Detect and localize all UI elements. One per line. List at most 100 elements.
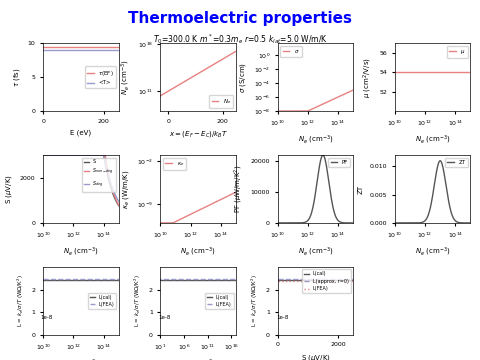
$N_e$ — [165, 89, 171, 93]
L(approx, r=0) — [348, 276, 354, 281]
S — [102, 162, 108, 166]
X-axis label: $N_e$ (cm$^{-3}$): $N_e$ (cm$^{-3}$) — [180, 246, 216, 258]
L(cal) — [191, 278, 197, 282]
Y-axis label: L = $k_e/\sigma/T$ (W$\Omega$/K$^2$): L = $k_e/\sigma/T$ (W$\Omega$/K$^2$) — [133, 275, 143, 327]
Y-axis label: $\sigma$ (S/cm): $\sigma$ (S/cm) — [238, 62, 248, 93]
L(cal) — [196, 278, 202, 282]
L(approx, r=0) — [311, 276, 316, 281]
L(FEA) — [320, 279, 325, 283]
Legend: L(cal), L(FEA): L(cal), L(FEA) — [205, 293, 234, 309]
L(cal) — [116, 278, 122, 282]
$S_{deg}$ — [102, 160, 108, 165]
$\mu$ — [428, 70, 433, 75]
Legend: $\mu$: $\mu$ — [447, 46, 468, 58]
PF — [275, 221, 280, 225]
$N_e$ — [216, 59, 222, 63]
L(cal) — [336, 278, 342, 282]
$S_{non-deg}$ — [102, 152, 108, 157]
L(FEA) — [275, 279, 280, 283]
S — [116, 204, 122, 208]
$\tau$(EF) — [85, 44, 91, 49]
ZT — [437, 159, 443, 163]
Legend: PF: PF — [328, 158, 350, 167]
X-axis label: $N_e$ (cm$^{-3}$): $N_e$ (cm$^{-3}$) — [298, 134, 333, 146]
Y-axis label: $\mu$ (cm$^2$/V/s): $\mu$ (cm$^2$/V/s) — [361, 57, 374, 98]
PF — [320, 153, 325, 157]
L(cal) — [311, 278, 316, 282]
PF — [350, 221, 356, 225]
Text: $T_0$=300.0 K $m^*$=0.3$m_e$ $r$=0.5 $k_{lat}$=5.0 W/m/K: $T_0$=300.0 K $m^*$=0.3$m_e$ $r$=0.5 $k_… — [153, 32, 327, 46]
Line: $S_{deg}$: $S_{deg}$ — [43, 155, 119, 202]
$\sigma$ — [316, 104, 322, 108]
X-axis label: $N_e$ (cm$^{-3}$): $N_e$ (cm$^{-3}$) — [415, 246, 450, 258]
$S_{deg}$ — [77, 153, 83, 157]
L(cal) — [40, 278, 46, 282]
<T> — [85, 48, 91, 52]
$S_{non-deg}$ — [77, 141, 83, 146]
ZT — [433, 174, 439, 179]
L(cal) — [102, 278, 108, 282]
Line: ZT: ZT — [395, 161, 470, 223]
L(FEA) — [231, 276, 237, 281]
$S_{non-deg}$ — [40, 141, 46, 146]
Y-axis label: L = $k_e/\sigma/T$ (W$\Omega$/K$^2$): L = $k_e/\sigma/T$ (W$\Omega$/K$^2$) — [250, 275, 260, 327]
X-axis label: $N_e$ (cm$^{-3}$): $N_e$ (cm$^{-3}$) — [180, 357, 216, 360]
$N_e$ — [157, 94, 163, 98]
L(cal) — [320, 278, 325, 282]
$S_{non-deg}$ — [76, 141, 82, 146]
<T> — [94, 48, 99, 52]
$S_{non-deg}$ — [85, 141, 91, 146]
$\sigma$ — [311, 106, 316, 111]
$S_{non-deg}$ — [114, 199, 120, 204]
PF — [320, 153, 326, 157]
X-axis label: S ($\mu$V/K): S ($\mu$V/K) — [300, 353, 330, 360]
X-axis label: $N_e$ (cm$^{-3}$): $N_e$ (cm$^{-3}$) — [298, 246, 333, 258]
S — [40, 153, 46, 157]
$\sigma$ — [311, 106, 317, 111]
Line: $N_e$: $N_e$ — [160, 51, 236, 96]
$\tau$(EF) — [34, 44, 40, 49]
Y-axis label: PF ($\mu$W/m/K$^2$): PF ($\mu$W/m/K$^2$) — [233, 165, 245, 213]
L(FEA) — [153, 276, 158, 281]
<T> — [67, 48, 72, 52]
L(cal) — [350, 278, 356, 282]
PF — [316, 170, 322, 174]
$N_e$ — [209, 63, 215, 67]
<T> — [34, 48, 40, 52]
L(approx, r=0) — [350, 276, 356, 281]
Y-axis label: L = $k_e/\sigma/T$ (W$\Omega$/K$^2$): L = $k_e/\sigma/T$ (W$\Omega$/K$^2$) — [16, 275, 26, 327]
Text: 1e-8: 1e-8 — [41, 315, 53, 320]
Legend: $\kappa_e$: $\kappa_e$ — [163, 158, 186, 170]
$\sigma$ — [275, 109, 280, 113]
$\tau$(EF) — [44, 44, 50, 49]
S — [81, 153, 87, 157]
$\kappa_e$ — [231, 191, 237, 195]
L(FEA) — [196, 276, 202, 281]
L(FEA) — [191, 276, 197, 281]
L(cal) — [201, 278, 206, 282]
L(cal) — [233, 278, 239, 282]
L(FEA) — [201, 276, 206, 281]
L(approx, r=0) — [336, 276, 342, 281]
Line: S: S — [43, 155, 119, 206]
$N_e$ — [233, 49, 239, 53]
L(cal) — [76, 278, 82, 282]
PF — [311, 200, 317, 204]
$\sigma$ — [348, 89, 354, 93]
$\sigma$ — [320, 102, 325, 106]
L(cal) — [231, 278, 237, 282]
L(cal) — [218, 278, 224, 282]
ZT — [437, 159, 443, 163]
$S_{non-deg}$ — [116, 203, 122, 207]
Legend: L(cal), L(approx, r=0), L(FEA): L(cal), L(approx, r=0), L(FEA) — [302, 269, 351, 293]
X-axis label: E (eV): E (eV) — [71, 129, 92, 136]
$\tau$(EF) — [61, 44, 67, 49]
$\sigma$ — [350, 88, 356, 92]
L(FEA) — [348, 279, 354, 283]
L(FEA) — [40, 276, 46, 281]
L(FEA) — [102, 276, 108, 281]
Text: 1e-8: 1e-8 — [276, 315, 288, 320]
$\kappa_e$ — [198, 207, 204, 211]
$N_e$ — [218, 58, 224, 62]
$S_{deg}$ — [85, 153, 91, 157]
